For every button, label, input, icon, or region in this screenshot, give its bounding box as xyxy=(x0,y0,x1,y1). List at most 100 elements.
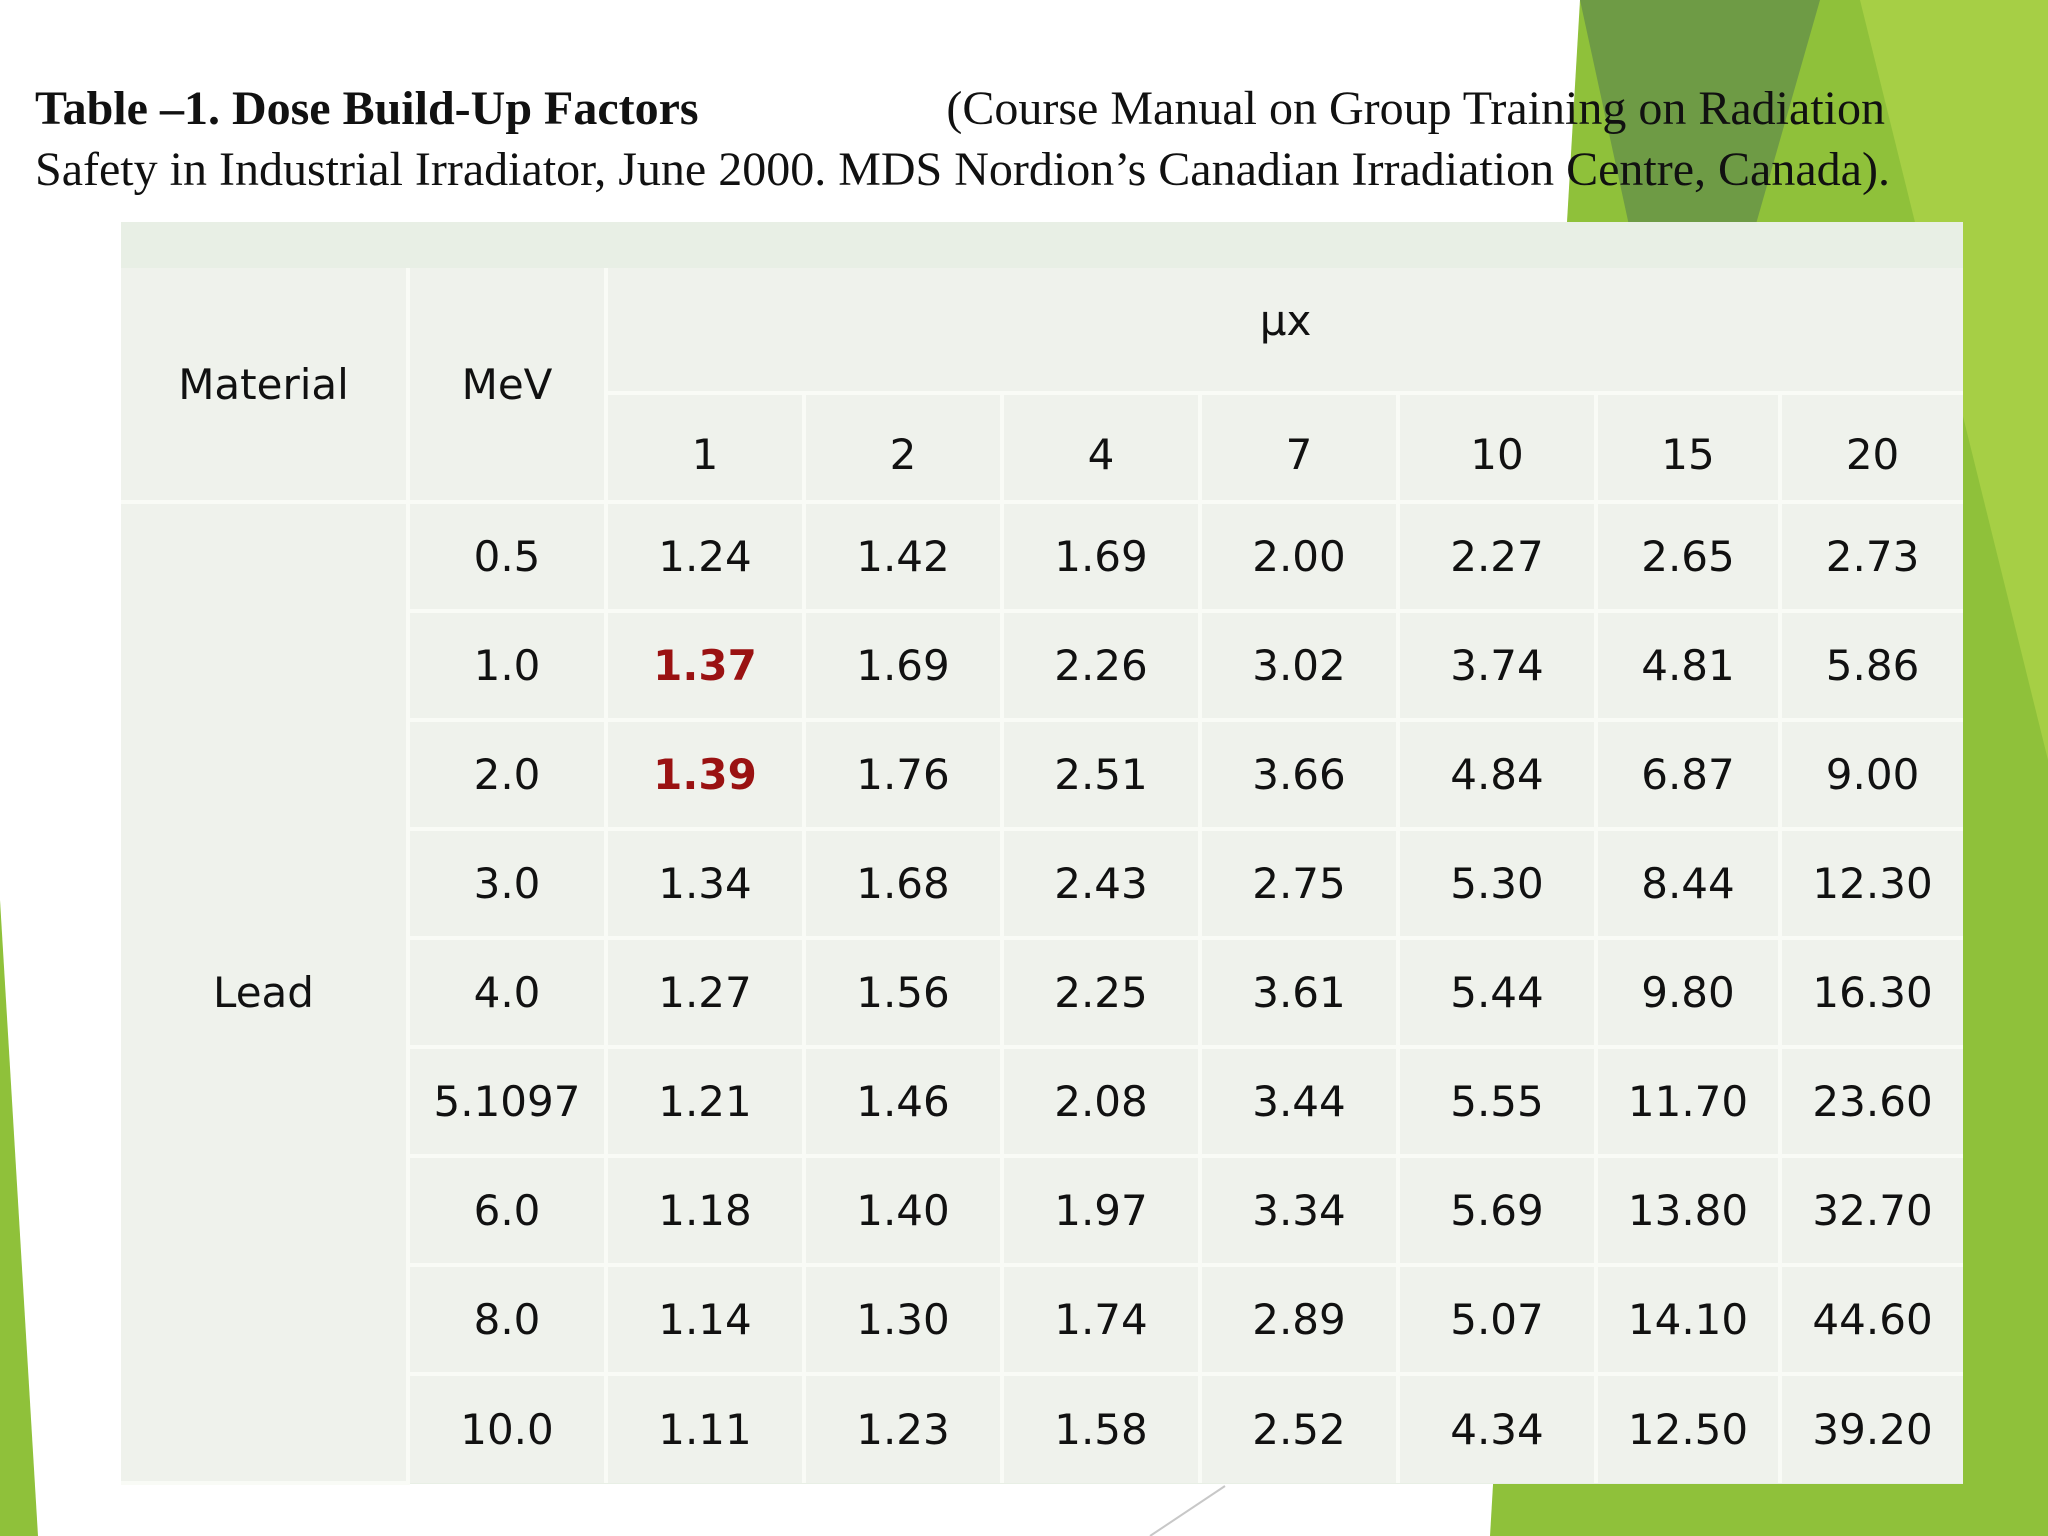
value-cell: 1.69 xyxy=(1000,500,1202,613)
value-cell: 1.69 xyxy=(802,609,1004,722)
value-cell: 2.75 xyxy=(1198,827,1400,940)
header-col-2: 2 xyxy=(802,391,1004,504)
value-cell: 2.08 xyxy=(1000,1045,1202,1158)
value-cell: 3.61 xyxy=(1198,936,1400,1049)
value-cell: 1.58 xyxy=(1000,1372,1202,1483)
value-cell: 1.46 xyxy=(802,1045,1004,1158)
value-cell: 8.44 xyxy=(1594,827,1782,940)
value-cell: 12.50 xyxy=(1594,1372,1782,1483)
header-col-10: 10 xyxy=(1396,391,1598,504)
value-cell: 11.70 xyxy=(1594,1045,1782,1158)
value-cell: 2.26 xyxy=(1000,609,1202,722)
value-cell: 2.51 xyxy=(1000,718,1202,831)
value-cell: 32.70 xyxy=(1777,1154,1964,1267)
value-cell: 39.20 xyxy=(1777,1372,1964,1483)
table-row: 1.0 1.37 1.69 2.26 3.02 3.74 4.81 5.86 xyxy=(121,609,1964,722)
value-cell: 4.81 xyxy=(1594,609,1782,722)
header-col-7: 7 xyxy=(1198,391,1400,504)
header-material: Material xyxy=(121,268,410,504)
value-cell: 5.07 xyxy=(1396,1263,1598,1376)
value-cell: 3.44 xyxy=(1198,1045,1400,1158)
value-cell: 16.30 xyxy=(1777,936,1964,1049)
value-cell: 23.60 xyxy=(1777,1045,1964,1158)
value-cell: 2.43 xyxy=(1000,827,1202,940)
value-cell: 1.30 xyxy=(802,1263,1004,1376)
value-cell: 13.80 xyxy=(1594,1154,1782,1267)
table-row: 6.0 1.18 1.40 1.97 3.34 5.69 13.80 32.70 xyxy=(121,1154,1964,1267)
value-cell: 5.30 xyxy=(1396,827,1598,940)
value-cell: 3.66 xyxy=(1198,718,1400,831)
value-cell: 5.69 xyxy=(1396,1154,1598,1267)
decor-line xyxy=(1149,1485,1226,1536)
value-cell: 2.25 xyxy=(1000,936,1202,1049)
table-caption: Table –1. Dose Build-Up Factors (Course … xyxy=(35,78,2025,200)
header-mux: μx xyxy=(603,268,1964,395)
dose-buildup-table: Material MeV μx 1 2 4 7 10 15 20 Lead 0.… xyxy=(121,268,1964,1485)
caption-source-part2: Safety in Industrial Irradiator, June 20… xyxy=(35,143,1890,196)
mev-cell: 6.0 xyxy=(408,1154,608,1267)
value-cell: 1.24 xyxy=(604,500,806,613)
mev-cell: 0.5 xyxy=(406,500,608,613)
value-cell: 4.34 xyxy=(1396,1372,1598,1483)
value-cell: 2.89 xyxy=(1198,1263,1400,1376)
table-row: 2.0 1.39 1.76 2.51 3.66 4.84 6.87 9.00 xyxy=(121,718,1964,831)
value-cell: 1.56 xyxy=(802,936,1004,1049)
value-cell: 5.44 xyxy=(1396,936,1598,1049)
value-cell: 1.42 xyxy=(802,500,1004,613)
value-cell: 1.18 xyxy=(604,1154,806,1267)
value-cell: 1.40 xyxy=(802,1154,1004,1267)
value-cell: 5.55 xyxy=(1396,1045,1598,1158)
caption-source-part1: (Course Manual on Group Training on Radi… xyxy=(946,82,1885,135)
mev-cell: 1.0 xyxy=(408,609,608,722)
table-row: 4.0 1.27 1.56 2.25 3.61 5.44 9.80 16.30 xyxy=(121,936,1964,1049)
header-mev: MeV xyxy=(406,268,608,504)
value-cell: 3.34 xyxy=(1198,1154,1400,1267)
value-cell: 3.02 xyxy=(1198,609,1400,722)
header-col-4: 4 xyxy=(1000,391,1202,504)
mev-cell: 10.0 xyxy=(408,1372,608,1483)
value-cell: 9.00 xyxy=(1777,718,1964,831)
value-cell: 1.34 xyxy=(604,827,806,940)
value-cell: 2.65 xyxy=(1594,500,1782,613)
mev-cell: 8.0 xyxy=(408,1263,608,1376)
value-cell: 1.74 xyxy=(1000,1263,1202,1376)
value-cell: 3.74 xyxy=(1396,609,1598,722)
value-cell: 1.97 xyxy=(1000,1154,1202,1267)
table-row: 8.0 1.14 1.30 1.74 2.89 5.07 14.10 44.60 xyxy=(121,1263,1964,1376)
mev-cell: 4.0 xyxy=(408,936,608,1049)
header-col-15: 15 xyxy=(1594,391,1782,504)
table-row: 3.0 1.34 1.68 2.43 2.75 5.30 8.44 12.30 xyxy=(121,827,1964,940)
value-cell: 4.84 xyxy=(1396,718,1598,831)
value-cell: 1.76 xyxy=(802,718,1004,831)
value-cell: 1.27 xyxy=(604,936,806,1049)
value-cell-highlighted: 1.39 xyxy=(604,718,806,831)
value-cell: 1.23 xyxy=(802,1372,1004,1483)
caption-title: Table –1. Dose Build-Up Factors xyxy=(35,82,699,135)
value-cell: 12.30 xyxy=(1777,827,1964,940)
value-cell: 44.60 xyxy=(1777,1263,1964,1376)
header-col-20: 20 xyxy=(1777,391,1964,504)
value-cell: 1.21 xyxy=(604,1045,806,1158)
mev-cell: 2.0 xyxy=(408,718,608,831)
value-cell-highlighted: 1.37 xyxy=(604,609,806,722)
value-cell: 1.68 xyxy=(802,827,1004,940)
value-cell: 9.80 xyxy=(1594,936,1782,1049)
value-cell: 2.52 xyxy=(1198,1372,1400,1483)
table-row: 5.1097 1.21 1.46 2.08 3.44 5.55 11.70 23… xyxy=(121,1045,1964,1158)
dose-buildup-table-container: Material MeV μx 1 2 4 7 10 15 20 Lead 0.… xyxy=(121,222,1964,1485)
table-row: Lead 0.5 1.24 1.42 1.69 2.00 2.27 2.65 2… xyxy=(121,500,1964,1485)
value-cell: 2.27 xyxy=(1396,500,1598,613)
value-cell: 6.87 xyxy=(1594,718,1782,831)
value-cell: 1.11 xyxy=(604,1372,806,1483)
mev-cell: 3.0 xyxy=(408,827,608,940)
material-cell: Lead xyxy=(121,500,410,1485)
value-cell: 2.73 xyxy=(1777,500,1964,613)
value-cell: 1.14 xyxy=(604,1263,806,1376)
header-col-1: 1 xyxy=(606,391,806,504)
value-cell: 2.00 xyxy=(1198,500,1400,613)
mev-cell: 5.1097 xyxy=(408,1045,608,1158)
table-row: 10.0 1.11 1.23 1.58 2.52 4.34 12.50 39.2… xyxy=(121,1372,1964,1483)
value-cell: 14.10 xyxy=(1594,1263,1782,1376)
green-accent-shape-left xyxy=(0,900,38,1536)
value-cell: 5.86 xyxy=(1777,609,1964,722)
